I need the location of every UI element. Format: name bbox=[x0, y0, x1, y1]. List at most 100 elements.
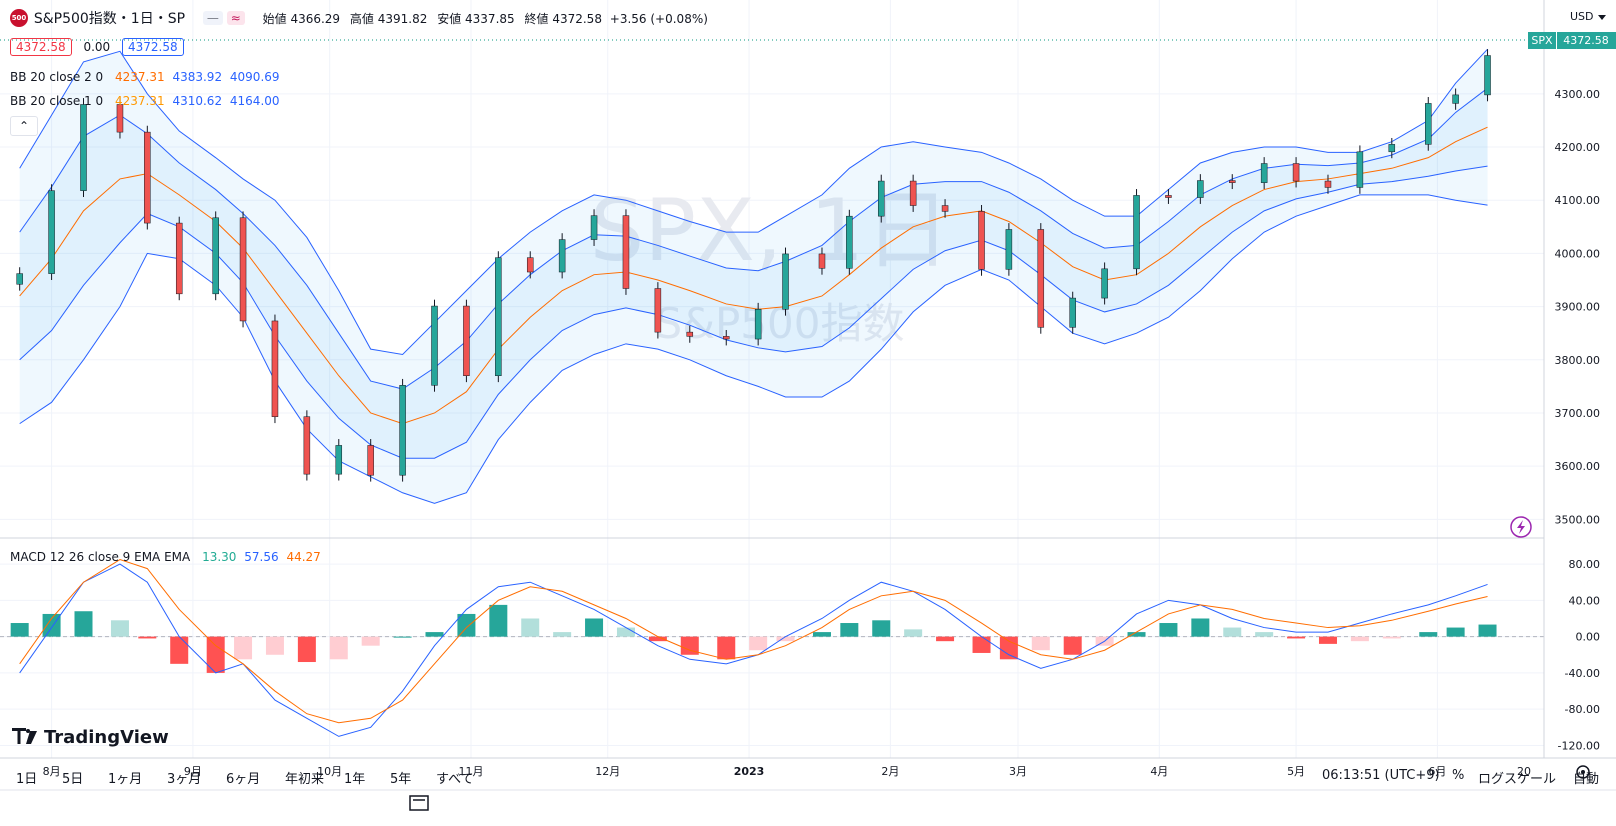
bb1-label: BB 20 close 1 0 bbox=[10, 94, 104, 108]
macd-histogram-bar bbox=[840, 623, 859, 637]
macd-histogram-bar bbox=[999, 636, 1018, 660]
range-button[interactable]: 年初来 bbox=[285, 772, 325, 787]
range-button[interactable]: すべて bbox=[436, 772, 474, 787]
time-tick-label: 10月 bbox=[317, 765, 342, 778]
macd-histogram-bar bbox=[1255, 632, 1274, 637]
range-button[interactable]: 1ヶ月 bbox=[108, 772, 143, 787]
bb1-legend[interactable]: BB 20 close 1 0 4237.31 4310.62 4164.00 bbox=[10, 94, 280, 108]
macd-histogram-bar bbox=[138, 636, 157, 639]
time-tick-label: 9月 bbox=[184, 765, 202, 778]
time-axis[interactable]: 8月 9月 10月 11月 12月 2023 2月 3月 4月 5月 6月 20 bbox=[43, 765, 1531, 778]
candle-body bbox=[1197, 180, 1204, 198]
macd-histogram-bar bbox=[553, 632, 572, 637]
low-value: 4337.85 bbox=[465, 11, 515, 26]
symbol-title[interactable]: S&P500指数・1日・SP bbox=[33, 11, 186, 27]
candle-body bbox=[1292, 163, 1300, 182]
open-value: 4366.29 bbox=[290, 11, 341, 26]
macd-histogram-bar bbox=[616, 627, 635, 637]
symbol-logo: 500 bbox=[10, 9, 28, 27]
macd-histogram-bar bbox=[1419, 632, 1438, 637]
range-button[interactable]: 5日 bbox=[62, 772, 84, 787]
currency-label[interactable]: USD bbox=[1570, 10, 1594, 23]
macd-histogram-bar bbox=[1159, 623, 1178, 637]
log-scale-toggle[interactable]: ログスケール bbox=[1478, 772, 1557, 787]
macd-histogram-bar bbox=[1382, 636, 1401, 639]
sell-button[interactable]: 4372.58 bbox=[10, 38, 72, 56]
bb2-lower: 4090.69 bbox=[229, 70, 280, 84]
candle-body bbox=[686, 331, 694, 337]
candle-body bbox=[303, 416, 311, 475]
range-button[interactable]: 1年 bbox=[344, 772, 366, 787]
time-tick-label: 20 bbox=[1517, 765, 1531, 778]
macd-legend[interactable]: MACD 12 26 close 9 EMA EMA 13.30 57.56 4… bbox=[10, 550, 321, 564]
legend-collapse-icon[interactable]: ≈ bbox=[226, 11, 245, 25]
tradingview-brand[interactable]: TradingView bbox=[44, 727, 169, 748]
macd-histogram-bar bbox=[42, 613, 61, 637]
macd-histogram-bar bbox=[1031, 636, 1050, 651]
time-axis-settings-icon[interactable] bbox=[1576, 765, 1590, 779]
bb1-basis: 4237.31 bbox=[115, 94, 165, 108]
macd-histogram-bar bbox=[717, 636, 736, 660]
macd-histogram-bar bbox=[776, 636, 795, 642]
macd-signal-value: 44.27 bbox=[286, 550, 321, 564]
candle-body bbox=[1356, 151, 1364, 188]
auto-scale-toggle[interactable]: 自動 bbox=[1573, 772, 1600, 787]
candle-body bbox=[1037, 229, 1045, 328]
macd-hist-value: 13.30 bbox=[202, 550, 237, 564]
range-button[interactable]: 5年 bbox=[390, 772, 412, 787]
bb1-lower-line bbox=[19, 165, 1488, 459]
last-price-symbol-tag bbox=[1528, 32, 1556, 49]
candle-body bbox=[16, 273, 23, 285]
time-tick-label: 11月 bbox=[458, 765, 483, 778]
candle-body bbox=[1324, 180, 1332, 188]
chart-grid bbox=[0, 0, 1544, 758]
macd-histogram-bar bbox=[749, 636, 768, 651]
bb1-upper: 4310.62 bbox=[172, 94, 223, 108]
macd-histogram-bar bbox=[648, 636, 667, 642]
macd-histogram-bar bbox=[393, 636, 412, 638]
candle-body bbox=[877, 180, 885, 217]
bb2-legend[interactable]: BB 20 close 2 0 4237.31 4383.92 4090.69 bbox=[10, 70, 280, 84]
macd-histogram-bar bbox=[1446, 627, 1465, 637]
bb1-band-fill bbox=[19, 88, 1488, 459]
candle-body bbox=[1229, 180, 1236, 183]
bollinger-band-fill bbox=[19, 49, 1488, 504]
macd-histogram-bar bbox=[361, 636, 380, 646]
candle-body bbox=[495, 257, 502, 376]
candle-body bbox=[754, 309, 762, 340]
range-button[interactable]: 3ヶ月 bbox=[167, 772, 202, 787]
macd-histogram-bar bbox=[680, 636, 699, 655]
currency-dropdown-icon[interactable] bbox=[1598, 15, 1606, 20]
macd-tick-label: 80.00 bbox=[1569, 558, 1601, 571]
price-tick-label: 4100.00 bbox=[1555, 194, 1601, 207]
symbol-legend: 500 S&P500指数・1日・SP — ≈ 始値 4366.29 高値 439… bbox=[10, 8, 708, 28]
macd-tick-label: 40.00 bbox=[1569, 594, 1601, 607]
macd-histogram-bar bbox=[1063, 636, 1082, 655]
candle-body bbox=[909, 180, 917, 206]
price-axis[interactable]: 4300.00 4200.00 4100.00 4000.00 3900.00 3800.… bbox=[1555, 88, 1601, 527]
macd-axis[interactable]: 80.00 40.00 0.00 -40.00 -80.00 -120.00 bbox=[1558, 558, 1600, 752]
spread-value: 0.00 bbox=[83, 40, 111, 54]
open-label: 始値 bbox=[262, 11, 287, 26]
collapse-legend-button[interactable]: ⌃ bbox=[10, 116, 38, 136]
macd-tick-label: -80.00 bbox=[1565, 703, 1600, 716]
price-tick-label: 3600.00 bbox=[1555, 460, 1601, 473]
high-value: 4391.82 bbox=[377, 11, 428, 26]
clock[interactable]: 06:13:51 (UTC+9) bbox=[1322, 768, 1440, 783]
bb2-basis: 4237.31 bbox=[115, 70, 165, 84]
percent-toggle[interactable]: % bbox=[1452, 768, 1465, 783]
legend-toggle-icon[interactable]: — bbox=[202, 11, 223, 25]
high-label: 高値 bbox=[349, 11, 374, 26]
macd-tick-label: 0.00 bbox=[1576, 631, 1601, 644]
compare-icon[interactable] bbox=[409, 795, 429, 811]
macd-histogram-bar bbox=[297, 636, 316, 663]
low-label: 安値 bbox=[437, 11, 462, 26]
range-button[interactable]: 1日 bbox=[16, 772, 38, 787]
time-tick-label: 4月 bbox=[1150, 765, 1168, 778]
candle-body bbox=[941, 205, 949, 212]
range-button[interactable]: 6ヶ月 bbox=[226, 772, 261, 787]
price-tick-label: 3800.00 bbox=[1555, 354, 1601, 367]
candle-body bbox=[654, 288, 662, 333]
buy-button[interactable]: 4372.58 bbox=[122, 38, 184, 56]
